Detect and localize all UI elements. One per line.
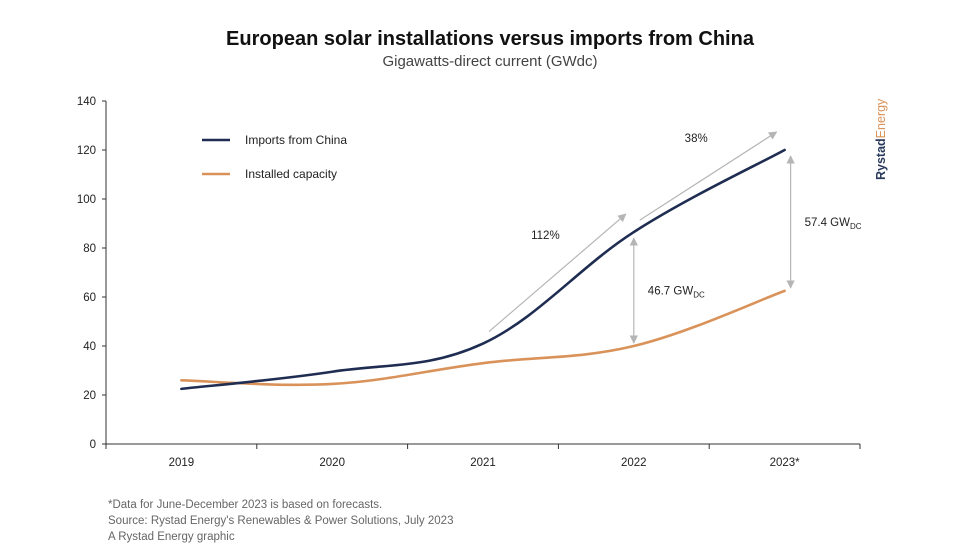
- legend-label-imports-from-china: Imports from China: [245, 133, 347, 147]
- y-tick-label: 120: [77, 145, 96, 157]
- growth-label: 38%: [685, 133, 708, 145]
- credit-note: A Rystad Energy graphic: [108, 531, 235, 543]
- growth-label: 112%: [531, 230, 560, 242]
- y-tick-label: 20: [83, 390, 96, 402]
- gap-label: 57.4 GWDC: [805, 217, 862, 231]
- x-tick-label: 2020: [319, 457, 345, 469]
- rystad-energy-logo: RystadEnergy: [869, 94, 891, 180]
- x-tick-label: 2019: [169, 457, 195, 469]
- y-tick-label: 0: [90, 439, 96, 451]
- chart-subtitle: Gigawatts-direct current (GWdc): [382, 53, 598, 70]
- chart-footer: *Data for June-December 2023 is based on…: [108, 497, 453, 545]
- legend-label-installed-capacity: Installed capacity: [245, 167, 337, 181]
- x-tick-label: 2023*: [770, 457, 801, 469]
- series-line-installed-capacity: [180, 289, 786, 387]
- y-tick-label: 40: [83, 341, 96, 353]
- y-tick-label: 140: [77, 96, 96, 108]
- gap-label: 46.7 GWDC: [648, 286, 705, 300]
- x-tick-label: 2022: [621, 457, 647, 469]
- growth-arrow: [488, 213, 627, 333]
- y-tick-label: 60: [83, 292, 96, 304]
- x-tick-label: 2021: [470, 457, 496, 469]
- brand-text: RystadEnergy: [874, 98, 888, 180]
- series-line-imports-from-china: [180, 148, 786, 391]
- growth-arrow: [639, 131, 778, 221]
- y-tick-label: 80: [83, 243, 96, 255]
- y-tick-label: 100: [77, 194, 96, 206]
- forecast-note: *Data for June-December 2023 is based on…: [108, 499, 383, 511]
- chart-title: European solar installations versus impo…: [226, 28, 754, 50]
- source-note: Source: Rystad Energy's Renewables & Pow…: [108, 515, 454, 527]
